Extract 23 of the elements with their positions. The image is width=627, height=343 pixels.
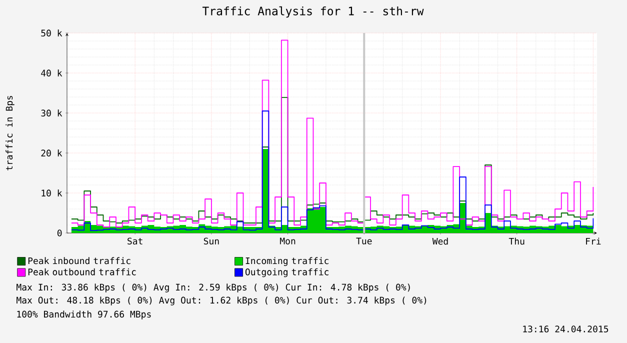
x-tick-label: Thu [508, 238, 524, 245]
text: Max Out: 48.18 kBps ( 0%) Avg Out: 1.62 kBps ( 0%) Cur Out: 3.74 kBps ( 0%) [16, 296, 426, 306]
text: 13:16 24.04.2015 [523, 326, 608, 332]
legend-label: Incoming traffic [246, 257, 328, 266]
y-axis-title: traffic in Bps [6, 96, 14, 170]
x-tick-label: Mon [280, 238, 296, 244]
text: 100% Bandwidth 97.66 MBps [17, 310, 151, 320]
x-tick-label: Fri [586, 238, 601, 245]
legend-label: Peak outbound traffic [28, 268, 136, 276]
legend-label: Peak inbound traffic [28, 257, 130, 264]
text: Max In: 33.86 kBps ( 0%) Avg In: 2.59 kBps ( 0%) Cur In: 4.78 kBps ( 0%) [16, 284, 410, 292]
y-tick-label: 0 [57, 230, 62, 236]
y-tick-label: 40 k [41, 70, 62, 76]
y-tick-label: 20 k [41, 150, 62, 156]
x-tick-label: Sat [128, 238, 142, 245]
x-tick-label: Wed [432, 238, 448, 245]
legend-label: Outgoing traffic [245, 268, 328, 278]
chart-title: Traffic Analysis for 1 -- sth-rw [202, 6, 424, 18]
y-tick-label: 30 k [41, 110, 62, 116]
x-tick-label: Tue [356, 238, 372, 244]
y-tick-label: 10 k [42, 190, 62, 196]
x-tick-label: Sun [204, 238, 219, 245]
y-tick-label: 50 k [41, 30, 62, 36]
